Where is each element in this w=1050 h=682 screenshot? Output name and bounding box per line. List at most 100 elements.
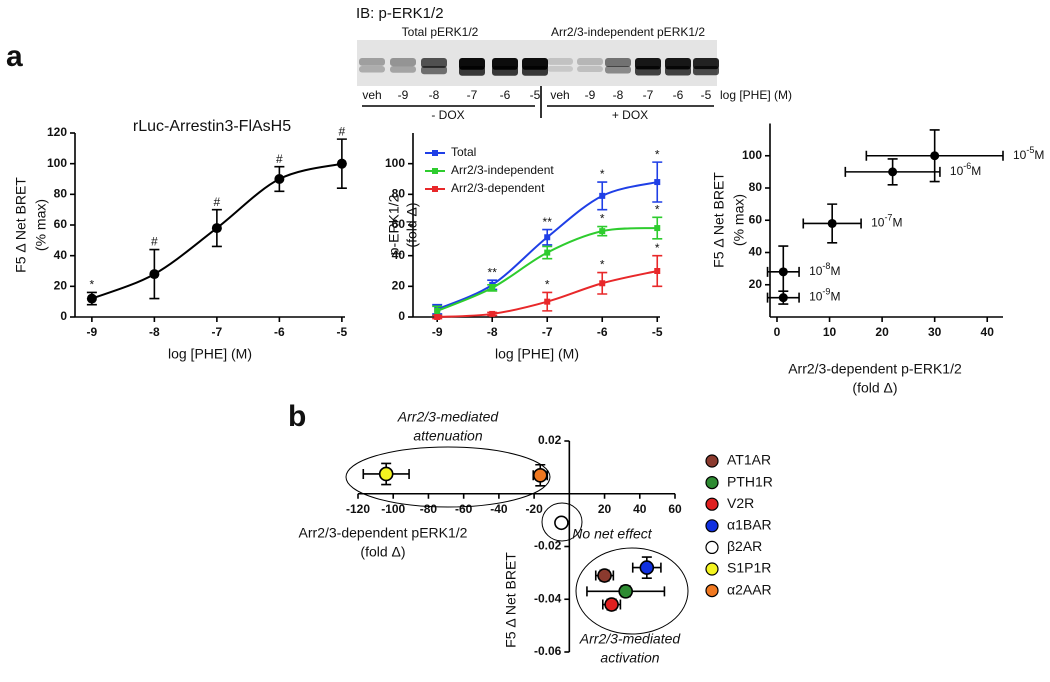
label-unit: M xyxy=(1034,148,1044,162)
blot-lane-label: -8 xyxy=(613,88,624,102)
blot-band xyxy=(665,66,691,76)
significance: # xyxy=(214,195,221,209)
y-tick-label: 0 xyxy=(398,309,405,323)
point xyxy=(618,584,633,599)
blot-band xyxy=(577,66,603,72)
point xyxy=(434,307,441,314)
significance: * xyxy=(600,258,605,272)
blot-lane-label: -5 xyxy=(701,88,712,102)
blot-lane-label: -9 xyxy=(398,88,409,102)
blot-band xyxy=(390,58,416,67)
blot-lane-label: -9 xyxy=(585,88,596,102)
y-tick-label: 20 xyxy=(392,279,406,293)
x-tick-label: 40 xyxy=(633,502,647,516)
label-exponent: -9 xyxy=(822,287,830,297)
point xyxy=(778,267,788,277)
y-tick-label: -0.04 xyxy=(534,591,562,605)
legend-marker xyxy=(432,168,438,174)
legend-swatch xyxy=(705,583,719,598)
x-tick-label: -120 xyxy=(346,502,370,516)
blot-group: Total pERK1/2 xyxy=(402,25,479,39)
point xyxy=(274,174,285,184)
y-axis-label: F5 Δ Net BRET xyxy=(13,177,29,273)
y-tick-label: 60 xyxy=(749,212,763,226)
point xyxy=(544,298,551,305)
x-tick-label: -6 xyxy=(597,325,608,339)
significance: * xyxy=(655,241,660,255)
y-tick-label: 20 xyxy=(54,279,68,293)
y-tick-label: 80 xyxy=(392,187,406,201)
significance: ** xyxy=(488,265,498,279)
blot-title: IB: p-ERK1/2 xyxy=(356,5,444,22)
point xyxy=(532,467,548,483)
y-tick-label: -0.06 xyxy=(534,644,562,658)
label-base: 10 xyxy=(871,216,885,230)
point xyxy=(888,167,898,177)
legend-marker xyxy=(432,186,438,192)
chart-title: rLuc-Arrestin3-FlAsH5 xyxy=(133,118,291,135)
x-tick-label: -60 xyxy=(455,502,473,516)
blot-band xyxy=(522,66,548,76)
point xyxy=(544,249,551,256)
annotation: activation xyxy=(600,650,659,666)
point-label: 10-5M xyxy=(1013,145,1044,162)
legend-label: AT1AR xyxy=(727,452,771,468)
legend-label: PTH1R xyxy=(727,473,773,489)
blot-band xyxy=(635,66,661,76)
label-base: 10 xyxy=(809,290,823,304)
legend-label: Arr2/3-dependent xyxy=(451,181,545,195)
point xyxy=(489,310,496,317)
x-axis-label: log [PHE] (M) xyxy=(495,346,579,362)
significance: * xyxy=(600,212,605,226)
blot-band xyxy=(421,58,447,68)
y-tick-label: -0.02 xyxy=(534,539,562,553)
significance: # xyxy=(276,152,283,166)
y-tick-label: 80 xyxy=(54,187,68,201)
x-tick-label: -100 xyxy=(381,502,405,516)
y-tick-label: 100 xyxy=(47,156,67,170)
x-tick-label: -7 xyxy=(212,325,223,339)
y-tick-label: 60 xyxy=(54,217,68,231)
y-tick-label: 40 xyxy=(749,245,763,259)
blot-band xyxy=(547,58,573,65)
group-ellipse xyxy=(541,502,583,542)
legend-swatch xyxy=(705,454,719,468)
blot-lane-label: veh xyxy=(550,88,569,102)
legend-marker xyxy=(432,150,438,156)
x-tick-label: 10 xyxy=(823,325,837,339)
label-base: 10 xyxy=(950,164,964,178)
x-tick-label: 30 xyxy=(928,325,942,339)
legend-label: V2R xyxy=(727,495,754,511)
blot-condition: + DOX xyxy=(612,108,648,122)
label-exponent: -6 xyxy=(963,161,971,171)
y-axis-label: p-ERK1/2 xyxy=(386,194,402,255)
point xyxy=(554,515,569,531)
point xyxy=(378,466,394,482)
x-tick-label: 20 xyxy=(598,502,612,516)
x-tick-label: -9 xyxy=(432,325,443,339)
legend-label: Arr2/3-independent xyxy=(451,163,554,177)
panel-label: b xyxy=(288,400,306,433)
group-ellipse xyxy=(575,547,689,635)
group-ellipse xyxy=(345,446,551,508)
point xyxy=(930,151,940,161)
legend-swatch xyxy=(705,497,719,511)
x-tick-label: 60 xyxy=(668,502,682,516)
point xyxy=(86,293,97,304)
label-base: 10 xyxy=(1013,148,1027,162)
label-exponent: -8 xyxy=(822,261,830,271)
x-tick-label: -5 xyxy=(652,325,663,339)
blot-band xyxy=(390,66,416,73)
label-unit: M xyxy=(830,264,840,278)
blot-condition: - DOX xyxy=(431,108,464,122)
label-base: 10 xyxy=(809,264,823,278)
x-tick-label: -5 xyxy=(337,325,348,339)
y-tick-label: 0.02 xyxy=(538,433,562,447)
annotation: Arr2/3-mediated xyxy=(579,631,682,647)
blot-lane-label: -7 xyxy=(643,88,654,102)
point-label: 10-9M xyxy=(809,287,840,304)
point xyxy=(654,225,661,232)
y-tick-label: 40 xyxy=(392,248,406,262)
y-tick-label: 100 xyxy=(742,148,762,162)
legend-label: α2AAR xyxy=(727,581,772,597)
